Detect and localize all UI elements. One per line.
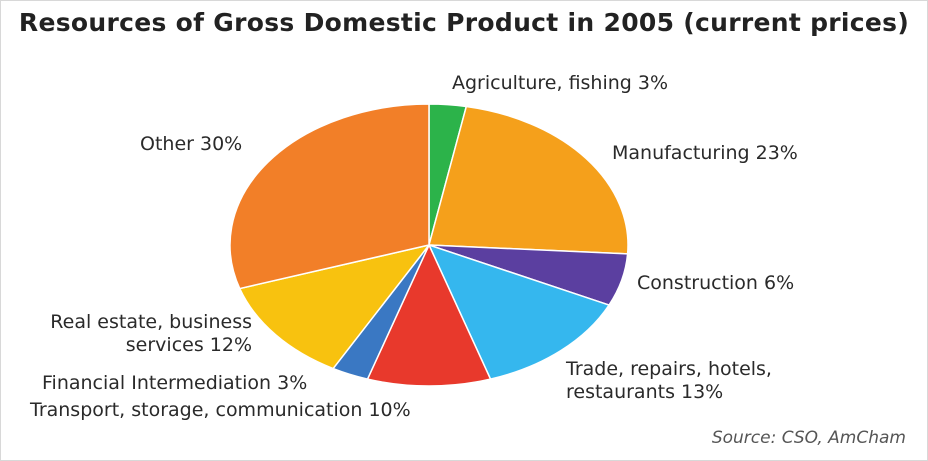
label-trade: Trade, repairs, hotels, restaurants 13% [566, 358, 796, 404]
label-agriculture: Agriculture, fishing 3% [452, 72, 668, 95]
source-note: Source: CSO, AmCham [712, 428, 906, 448]
label-other: Other 30% [140, 133, 242, 156]
label-real-estate: Real estate, business services 12% [22, 311, 252, 357]
label-construction: Construction 6% [637, 272, 794, 295]
label-manufacturing: Manufacturing 23% [612, 142, 798, 165]
label-financial: Financial Intermediation 3% [42, 372, 307, 395]
label-transport: Transport, storage, communication 10% [30, 399, 411, 422]
